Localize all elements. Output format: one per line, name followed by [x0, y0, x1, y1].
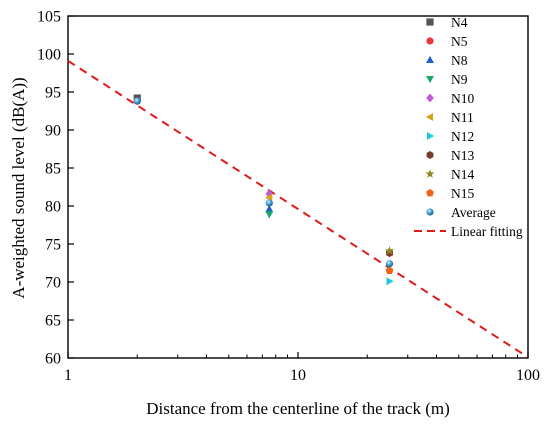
legend-label-n13: N13	[451, 148, 474, 163]
point-average-1	[265, 199, 273, 207]
legend-label-n4: N4	[451, 15, 468, 30]
y-tick-label-60: 60	[45, 351, 61, 368]
point-average-2	[385, 260, 394, 268]
legend-label-n12: N12	[451, 129, 474, 144]
legend-marker-n10	[426, 93, 434, 103]
legend-marker-n9	[426, 75, 434, 84]
y-tick-label-105: 105	[37, 9, 61, 26]
legend-label-n8: N8	[451, 53, 468, 68]
x-tick-label-10: 10	[290, 367, 306, 384]
point-n14-0	[385, 246, 394, 255]
y-tick-label-70: 70	[45, 275, 61, 292]
x-axis-title: Distance from the centerline of the trac…	[146, 399, 450, 418]
y-axis-title: A-weighted sound level (dB(A))	[9, 77, 28, 298]
legend-label-average: Average	[451, 205, 496, 220]
point-n15-0	[385, 266, 394, 274]
point-n9-0	[265, 211, 274, 219]
x-tick-label-1: 1	[64, 367, 72, 384]
legend-marker-n13	[426, 151, 434, 159]
legend-label-n11: N11	[451, 110, 474, 125]
point-n8-0	[265, 204, 274, 213]
legend-marker-n8	[426, 55, 434, 64]
legend-marker-average	[426, 208, 434, 216]
y-tick-label-80: 80	[45, 199, 61, 216]
legend-label-linear-fitting: Linear fitting	[451, 224, 523, 239]
y-tick-label-85: 85	[45, 161, 61, 178]
legend-marker-n5	[426, 37, 434, 45]
point-n12-0	[386, 277, 394, 286]
y-tick-label-90: 90	[45, 123, 61, 140]
legend-marker-n4	[426, 18, 434, 26]
legend-marker-n12	[426, 132, 435, 140]
legend-marker-n15	[426, 188, 434, 197]
fit-line	[67, 59, 529, 359]
legend-label-n15: N15	[451, 186, 474, 201]
y-tick-label-75: 75	[45, 237, 61, 254]
legend-label-n10: N10	[451, 91, 474, 106]
x-tick-label-100: 100	[516, 367, 540, 384]
legend-label-n14: N14	[451, 167, 474, 182]
y-tick-label-95: 95	[45, 85, 61, 102]
y-tick-label-65: 65	[45, 313, 61, 330]
legend-marker-n14	[425, 169, 435, 178]
point-average-0	[133, 97, 141, 105]
point-n10-0	[265, 189, 274, 199]
legend-label-n9: N9	[451, 72, 468, 87]
y-tick-label-100: 100	[37, 47, 61, 64]
legend-label-n5: N5	[451, 34, 468, 49]
legend-marker-n11	[425, 113, 434, 121]
